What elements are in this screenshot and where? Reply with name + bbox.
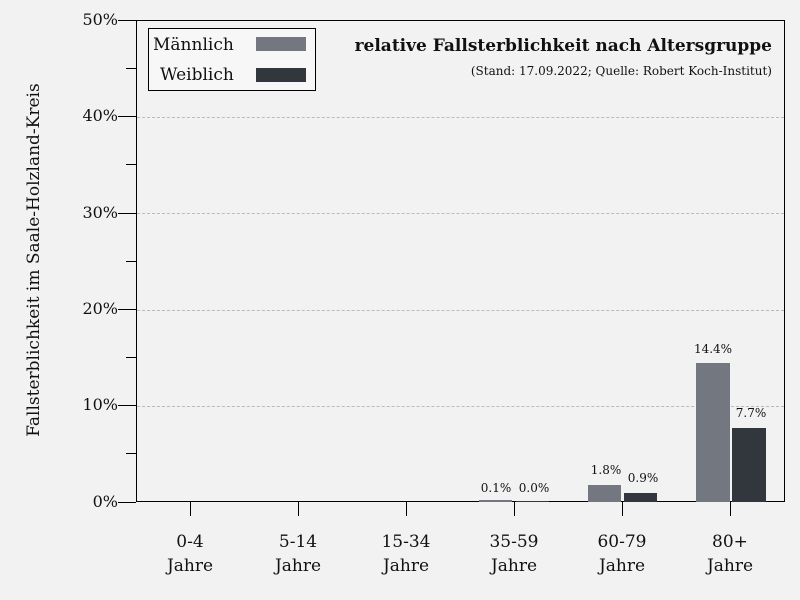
ytick-label: 30% xyxy=(82,203,118,222)
bar-weiblich-35-59 xyxy=(516,501,549,502)
ytick-label: 20% xyxy=(82,299,118,318)
legend-swatch-maennlich xyxy=(256,37,306,51)
xtick xyxy=(190,502,191,516)
value-label: 0.0% xyxy=(518,481,550,495)
xtick-label: 60-79 Jahre xyxy=(572,530,672,578)
legend-swatch-weiblich xyxy=(256,68,306,82)
xtick xyxy=(406,502,407,516)
legend: Männlich Weiblich xyxy=(148,28,316,91)
ytick-minor xyxy=(126,164,136,165)
xtick-label: 5-14 Jahre xyxy=(248,530,348,578)
ytick-50 xyxy=(118,20,136,21)
ytick-minor xyxy=(126,261,136,262)
xtick-label-unit: Jahre xyxy=(490,556,538,576)
xtick-label-range: 0-4 xyxy=(176,532,204,552)
ytick-10 xyxy=(118,405,136,406)
ytick-label: 40% xyxy=(82,106,118,125)
bar-maennlich-35-59 xyxy=(479,500,512,502)
ytick-30 xyxy=(118,213,136,214)
value-label: 0.9% xyxy=(627,471,659,485)
ytick-minor xyxy=(126,68,136,69)
chart-subtitle: (Stand: 17.09.2022; Quelle: Robert Koch-… xyxy=(470,64,772,78)
value-label: 0.1% xyxy=(480,481,512,495)
legend-label-maennlich: Männlich xyxy=(153,35,234,55)
gridline-10 xyxy=(137,406,784,407)
xtick-label-range: 35-59 xyxy=(489,532,539,552)
ytick-minor xyxy=(126,357,136,358)
xtick-label-range: 80+ xyxy=(712,532,748,552)
xtick-label-range: 15-34 xyxy=(381,532,431,552)
bar-weiblich-60-79 xyxy=(624,493,657,502)
ytick-20 xyxy=(118,309,136,310)
plot-area xyxy=(136,20,785,502)
ytick-label: 0% xyxy=(92,492,118,511)
ytick-0 xyxy=(118,502,136,503)
legend-label-weiblich: Weiblich xyxy=(160,65,234,85)
xtick-label: 80+ Jahre xyxy=(680,530,780,578)
gridline-20 xyxy=(137,310,784,311)
bar-maennlich-60-79 xyxy=(588,485,621,502)
xtick-label-range: 5-14 xyxy=(278,532,318,552)
xtick-label-unit: Jahre xyxy=(382,556,430,576)
bar-weiblich-80plus xyxy=(732,428,766,502)
xtick-label: 0-4 Jahre xyxy=(140,530,240,578)
y-axis-title: Fallsterblichkeit im Saale-Holzland-Krei… xyxy=(24,83,44,437)
xtick xyxy=(622,502,623,516)
ytick-minor xyxy=(126,453,136,454)
chart-title: relative Fallsterblichkeit nach Altersgr… xyxy=(354,36,772,56)
xtick-label-range: 60-79 xyxy=(597,532,647,552)
bar-maennlich-80plus xyxy=(696,363,730,502)
xtick-label-unit: Jahre xyxy=(598,556,646,576)
gridline-30 xyxy=(137,213,784,214)
value-label: 7.7% xyxy=(735,406,767,420)
value-label: 1.8% xyxy=(590,463,622,477)
value-label: 14.4% xyxy=(693,342,733,356)
xtick xyxy=(730,502,731,516)
xtick-label: 15-34 Jahre xyxy=(356,530,456,578)
xtick xyxy=(514,502,515,516)
ytick-label: 50% xyxy=(82,10,118,29)
xtick-label-unit: Jahre xyxy=(706,556,754,576)
xtick-label-unit: Jahre xyxy=(166,556,214,576)
gridline-40 xyxy=(137,117,784,118)
xtick xyxy=(298,502,299,516)
ytick-label: 10% xyxy=(82,395,118,414)
ytick-40 xyxy=(118,116,136,117)
xtick-label-unit: Jahre xyxy=(274,556,322,576)
xtick-label: 35-59 Jahre xyxy=(464,530,564,578)
